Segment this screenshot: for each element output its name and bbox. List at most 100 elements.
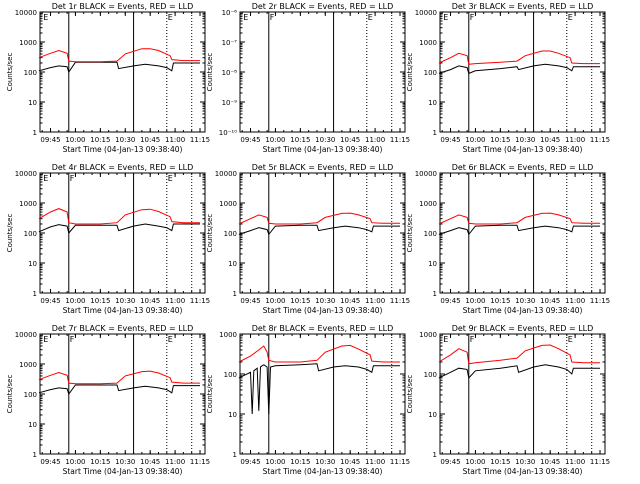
event-marker-top: F — [70, 335, 75, 344]
x-tick-label: 10:15 — [90, 297, 110, 305]
x-tick-label: 10:30 — [315, 458, 335, 466]
x-tick-label: 10:45 — [540, 458, 560, 466]
series-lld-line — [38, 208, 200, 225]
x-tick-label: 10:30 — [315, 136, 335, 144]
event-marker-top: E — [43, 335, 48, 344]
event-marker-top: F — [470, 335, 475, 344]
x-tick-label: 11:15 — [590, 297, 610, 305]
y-tick-label: 10 — [428, 99, 437, 107]
panel-det-8: Det 8r BLACK = Events, RED = LLD 1 10 100 10… — [206, 324, 410, 476]
x-axis-label: Start Time (04-Jan-13 09:38:40) — [263, 467, 383, 476]
x-tick-label: 11:00 — [365, 136, 385, 144]
x-tick-label: 10:00 — [465, 458, 485, 466]
x-tick-label: 11:00 — [165, 458, 185, 466]
y-axis-label: Counts/sec — [206, 375, 214, 414]
x-tick-label: 10:45 — [540, 136, 560, 144]
x-tick-label: 10:15 — [90, 136, 110, 144]
y-tick-label: 10⁻⁸ — [222, 69, 238, 77]
series-events-line — [38, 61, 200, 74]
x-tick-label: 11:15 — [190, 136, 210, 144]
plot-frame — [239, 172, 406, 294]
x-tick-label: 10:15 — [290, 458, 310, 466]
x-tick-label: 10:00 — [65, 297, 85, 305]
x-tick-label: 10:45 — [140, 297, 160, 305]
event-marker-top: E — [568, 335, 573, 344]
x-tick-label: 09:45 — [40, 297, 60, 305]
y-axis-label: Counts/sec — [406, 53, 414, 92]
y-tick-label: 100 — [224, 230, 237, 238]
x-tick-label: 10:15 — [490, 136, 510, 144]
x-tick-label: 10:30 — [315, 297, 335, 305]
panel-title: Det 4r BLACK = Events, RED = LLD — [52, 163, 194, 172]
x-tick-label: 11:00 — [365, 297, 385, 305]
y-axis-label: Counts/sec — [206, 53, 214, 92]
x-tick-label: 10:30 — [515, 458, 535, 466]
x-tick-label: 10:30 — [115, 136, 135, 144]
x-axis-label: Start Time (04-Jan-13 09:38:40) — [263, 145, 383, 154]
x-tick-label: 09:45 — [240, 458, 260, 466]
series-events-line — [238, 363, 400, 415]
y-tick-label: 10 — [28, 421, 37, 429]
x-tick-label: 11:00 — [165, 297, 185, 305]
y-axis-label: Counts/sec — [406, 375, 414, 414]
y-axis-label: Counts/sec — [6, 375, 14, 414]
panel-det-7: Det 7r BLACK = Events, RED = LLD 1 10 100 10… — [6, 324, 210, 476]
x-tick-label: 10:15 — [290, 136, 310, 144]
x-tick-label: 11:00 — [165, 136, 185, 144]
x-tick-label: 11:15 — [190, 458, 210, 466]
y-tick-label: 10 — [428, 411, 437, 419]
x-tick-label: 11:15 — [590, 136, 610, 144]
plot-frame — [239, 333, 406, 455]
y-tick-label: 10000 — [215, 170, 237, 178]
y-tick-label: 1000 — [419, 331, 437, 339]
panel-title: Det 8r BLACK = Events, RED = LLD — [252, 324, 394, 333]
event-marker-top: E — [43, 174, 48, 183]
y-tick-label: 1 — [33, 129, 37, 137]
series-events-line — [38, 223, 200, 235]
event-marker-top: F — [270, 13, 275, 22]
y-tick-label: 100 — [24, 230, 37, 238]
x-tick-label: 09:45 — [240, 136, 260, 144]
x-axis-label: Start Time (04-Jan-13 09:38:40) — [463, 145, 583, 154]
y-tick-label: 1 — [433, 451, 437, 459]
y-axis-label: Counts/sec — [6, 53, 14, 92]
x-tick-label: 10:45 — [340, 297, 360, 305]
y-tick-label: 10 — [228, 260, 237, 268]
x-tick-label: 10:15 — [290, 297, 310, 305]
plot-frame — [39, 333, 206, 455]
x-tick-label: 10:45 — [140, 458, 160, 466]
panel-det-1: Det 1r BLACK = Events, RED = LLD 1 10 100 10… — [6, 2, 210, 154]
x-tick-label: 10:00 — [465, 136, 485, 144]
x-tick-label: 11:15 — [390, 458, 410, 466]
x-tick-label: 11:15 — [590, 458, 610, 466]
x-tick-label: 09:45 — [240, 297, 260, 305]
x-axis-label: Start Time (04-Jan-13 09:38:40) — [263, 306, 383, 315]
panel-title: Det 9r BLACK = Events, RED = LLD — [452, 324, 594, 333]
series-lld-line — [38, 370, 200, 385]
x-tick-label: 11:00 — [365, 458, 385, 466]
y-tick-label: 10 — [228, 411, 237, 419]
y-tick-label: 10 — [28, 99, 37, 107]
plot-frame — [439, 333, 606, 455]
y-axis-label: Counts/sec — [206, 214, 214, 253]
y-tick-label: 100 — [424, 371, 437, 379]
x-tick-label: 10:15 — [90, 458, 110, 466]
panel-title: Det 6r BLACK = Events, RED = LLD — [452, 163, 594, 172]
x-axis-label: Start Time (04-Jan-13 09:38:40) — [463, 467, 583, 476]
x-tick-label: 10:30 — [515, 297, 535, 305]
panel-title: Det 1r BLACK = Events, RED = LLD — [52, 2, 194, 11]
y-tick-label: 1 — [233, 290, 237, 298]
x-tick-label: 10:30 — [515, 136, 535, 144]
panel-title: Det 3r BLACK = Events, RED = LLD — [452, 2, 594, 11]
panel-title: Det 7r BLACK = Events, RED = LLD — [52, 324, 194, 333]
series-lld-line — [438, 50, 600, 65]
series-lld-line — [438, 212, 600, 225]
y-tick-label: 1000 — [19, 200, 37, 208]
series-events-line — [438, 364, 600, 379]
y-tick-label: 1000 — [19, 39, 37, 47]
series-events-line — [438, 224, 600, 236]
x-tick-label: 10:00 — [265, 136, 285, 144]
panel-title: Det 2r BLACK = Events, RED = LLD — [252, 2, 394, 11]
